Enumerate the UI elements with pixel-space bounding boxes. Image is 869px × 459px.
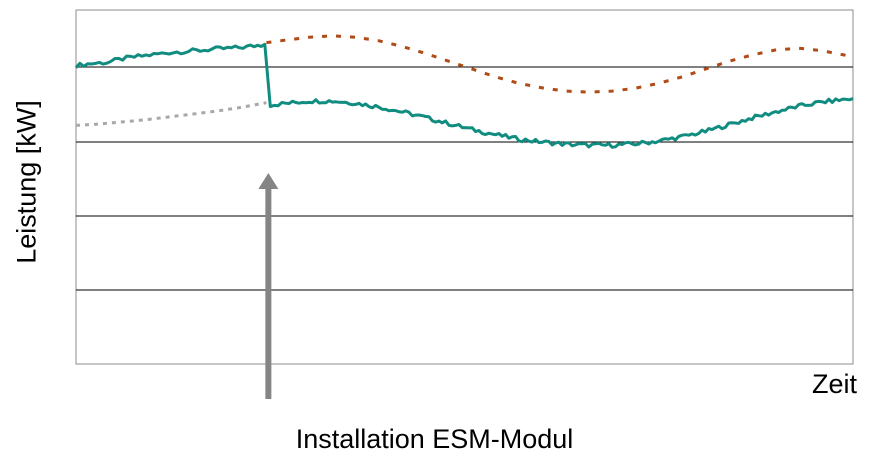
series-measured-line: [74, 42, 854, 149]
arrow-head: [258, 173, 279, 189]
plot-area: [75, 9, 854, 365]
series-baseline-after-line: [266, 34, 854, 94]
grid-lines: [76, 66, 853, 291]
annotation-arrow: [258, 173, 279, 399]
annotation-label: Installation ESM-Modul: [295, 424, 574, 454]
x-axis-label: Zeit: [811, 369, 857, 399]
series-layer: [74, 34, 854, 149]
series-baseline-before-line: [75, 101, 267, 127]
y-axis-label: Leistung [kW]: [11, 100, 42, 264]
